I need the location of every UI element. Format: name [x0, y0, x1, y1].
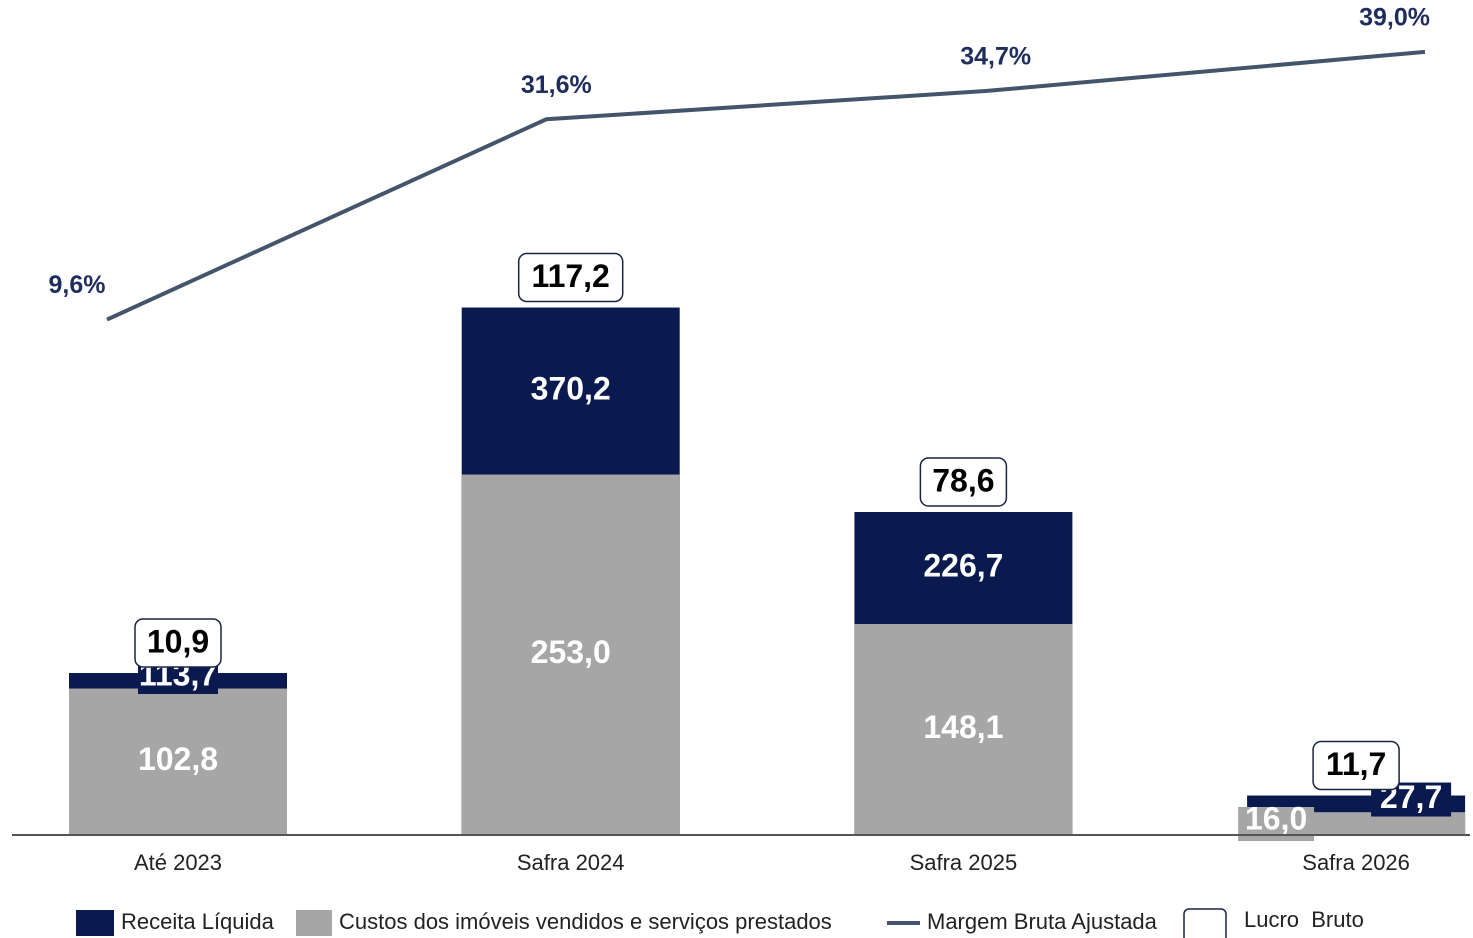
lucro-label: 11,7 — [1326, 746, 1387, 782]
lucro-box — [1312, 740, 1400, 791]
lucro-box — [134, 618, 222, 668]
line-label: 9,6% — [49, 271, 106, 299]
x-tick-label: Safra 2025 — [910, 850, 1018, 875]
value-label: 253,0 — [531, 634, 611, 670]
legend-label: Margem Bruta Ajustada — [927, 909, 1158, 934]
legend-label: Receita Líquida — [121, 909, 275, 934]
lucro-label: 10,9 — [147, 623, 209, 659]
x-tick-label: Safra 2024 — [517, 850, 625, 875]
bar — [461, 474, 680, 835]
value-label: 102,8 — [138, 741, 218, 777]
bar — [69, 688, 287, 835]
bar — [854, 623, 1073, 835]
legend-label: Lucro Bruto — [1244, 907, 1364, 932]
lucro-box — [517, 252, 624, 303]
legend-label: Custos dos imóveis vendidos e serviços p… — [339, 909, 832, 934]
legend-swatch — [296, 910, 332, 936]
line-label: 31,6% — [521, 71, 592, 99]
value-label: 16,0 — [1245, 800, 1307, 836]
line-label: 39,0% — [1359, 3, 1430, 31]
lucro-label: 117,2 — [532, 258, 610, 294]
margin-line — [106, 49, 1426, 322]
lucro-label: 78,6 — [932, 462, 994, 498]
legend-swatch — [1183, 908, 1227, 938]
lucro-box — [919, 457, 1008, 507]
x-tick-label: Até 2023 — [134, 850, 222, 875]
value-label: 148,1 — [923, 709, 1003, 745]
x-tick-label: Safra 2026 — [1302, 850, 1410, 875]
value-label: 370,2 — [531, 370, 611, 406]
legend-swatch — [76, 910, 114, 936]
line-label: 34,7% — [960, 43, 1031, 71]
value-label: 226,7 — [923, 547, 1003, 583]
